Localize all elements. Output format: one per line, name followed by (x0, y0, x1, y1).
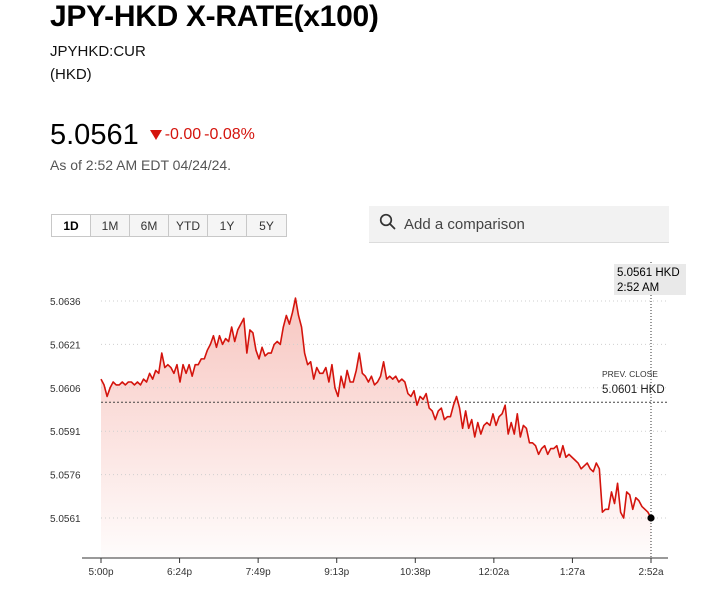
range-5y-button[interactable]: 5Y (247, 215, 286, 236)
comparison-search[interactable]: Add a comparison (369, 206, 669, 243)
range-1m-button[interactable]: 1M (91, 215, 130, 236)
range-1d-button[interactable]: 1D (52, 215, 91, 236)
price-area-fill (101, 298, 651, 558)
ticker-symbol: JPYHKD:CUR (50, 43, 146, 60)
as-of-timestamp: As of 2:52 AM EDT 04/24/24. (50, 157, 232, 173)
range-1y-button[interactable]: 1Y (208, 215, 247, 236)
range-6m-button[interactable]: 6M (130, 215, 169, 236)
price-change: -0.00 (164, 126, 202, 143)
x-tick-label: 10:38p (400, 567, 431, 578)
last-price: 5.0561 (50, 118, 139, 151)
prev-close-value: 5.0601 HKD (602, 384, 665, 396)
search-icon (379, 213, 396, 235)
last-point-marker (647, 514, 655, 522)
x-tick-label: 5:00p (88, 567, 113, 578)
x-tick-label: 6:24p (167, 567, 192, 578)
y-tick-label: 5.0591 (50, 427, 81, 438)
price-line (100, 297, 652, 519)
range-selector: 1D 1M 6M YTD 1Y 5Y (51, 214, 287, 237)
x-tick-label: 9:13p (324, 567, 349, 578)
quote-row: 5.0561 -0.00 -0.08% (50, 118, 255, 152)
y-tick-label: 5.0561 (50, 514, 81, 525)
down-arrow-icon (149, 130, 162, 140)
comparison-placeholder: Add a comparison (404, 215, 525, 233)
currency-label: (HKD) (50, 66, 92, 83)
last-value-box (614, 264, 686, 295)
y-tick-label: 5.0606 (50, 384, 81, 395)
y-tick-label: 5.0576 (50, 471, 81, 482)
y-tick-label: 5.0621 (50, 340, 81, 351)
y-tick-label: 5.0636 (50, 297, 81, 308)
range-ytd-button[interactable]: YTD (169, 215, 208, 236)
x-tick-label: 7:49p (246, 567, 271, 578)
price-change-percent: -0.08% (204, 126, 255, 143)
page-title: JPY-HKD X-RATE(x100) (50, 0, 379, 33)
x-tick-label: 12:02a (479, 567, 510, 578)
last-time-label: 2:52 AM (617, 282, 659, 294)
x-tick-label: 1:27a (560, 567, 585, 578)
last-value-label: 5.0561 HKD (617, 267, 680, 279)
x-tick-label: 2:52a (638, 567, 663, 578)
prev-close-label: PREV. CLOSE (602, 369, 658, 379)
